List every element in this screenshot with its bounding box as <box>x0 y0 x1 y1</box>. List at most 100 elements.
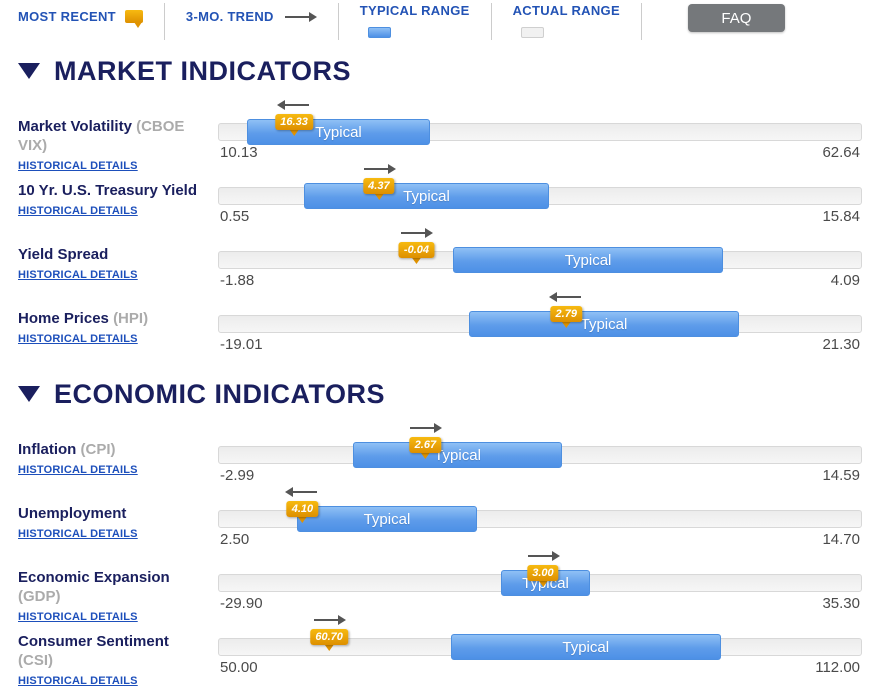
typical-range-band: Typical <box>353 442 562 468</box>
actual-range-swatch-icon <box>520 27 544 38</box>
legend-trend: 3-MO. TREND <box>186 0 317 24</box>
indicator-row: Economic Expansion (GDP) HISTORICAL DETA… <box>18 548 862 623</box>
indicator-name: Unemployment <box>18 505 127 522</box>
indicator-row: Unemployment HISTORICAL DETAILS Typical … <box>18 484 862 548</box>
indicator-row: 10 Yr. U.S. Treasury Yield HISTORICAL DE… <box>18 161 862 225</box>
indicator-info: Economic Expansion (GDP) HISTORICAL DETA… <box>18 548 218 623</box>
legend-divider <box>163 3 165 40</box>
indicator-paren: (CBOE VIX) <box>18 118 185 154</box>
historical-details-link[interactable]: HISTORICAL DETAILS <box>18 205 138 217</box>
most-recent-label: MOST RECENT <box>18 9 116 24</box>
indicator-name: Home Prices <box>18 310 109 327</box>
marker-pointer-icon <box>561 321 572 328</box>
historical-details-link[interactable]: HISTORICAL DETAILS <box>18 611 138 623</box>
typical-band-label: Typical <box>403 187 450 205</box>
indicator-label: Unemployment <box>18 504 200 523</box>
most-recent-value-badge: 2.79 <box>550 306 582 322</box>
market-indicator-rows: Market Volatility (CBOE VIX) HISTORICAL … <box>18 97 862 353</box>
most-recent-marker: 2.67 <box>409 435 442 459</box>
indicator-range-chart: Typical 4.10 2.50 14.70 <box>218 484 862 548</box>
faq-button[interactable]: FAQ <box>687 4 785 32</box>
trend-arrow-icon <box>277 99 311 111</box>
range-max-value: 112.00 <box>815 659 860 676</box>
historical-details-link[interactable]: HISTORICAL DETAILS <box>18 528 138 540</box>
historical-details-link[interactable]: HISTORICAL DETAILS <box>18 160 138 172</box>
trend-arrow-icon <box>362 163 396 175</box>
historical-details-link[interactable]: HISTORICAL DETAILS <box>18 464 138 476</box>
indicator-info: 10 Yr. U.S. Treasury Yield HISTORICAL DE… <box>18 161 218 225</box>
indicator-row: Consumer Sentiment (CSI) HISTORICAL DETA… <box>18 612 862 687</box>
indicator-label: Yield Spread <box>18 245 200 264</box>
typical-range-band: Typical <box>304 183 549 209</box>
typical-range-label: TYPICAL RANGE <box>359 3 470 18</box>
range-max-value: 35.30 <box>822 595 860 612</box>
range-max-value: 21.30 <box>822 336 860 353</box>
marker-pointer-icon <box>537 580 548 587</box>
marker-pointer-icon <box>324 644 335 651</box>
most-recent-marker-icon <box>124 10 143 28</box>
range-min-value: -29.90 <box>220 595 263 612</box>
marker-pointer-icon <box>297 516 308 523</box>
typical-range-band: Typical <box>453 247 723 273</box>
legend-bar: MOST RECENT 3-MO. TREND TYPICAL RANGE AC… <box>18 0 862 46</box>
indicator-range-chart: Typical 16.33 10.13 62.64 <box>218 97 862 161</box>
range-min-value: -1.88 <box>220 272 255 289</box>
range-min-value: -19.01 <box>220 336 263 353</box>
indicator-info: Unemployment HISTORICAL DETAILS <box>18 484 218 548</box>
economic-indicator-rows: Inflation (CPI) HISTORICAL DETAILS Typic… <box>18 420 862 687</box>
collapse-triangle-icon <box>18 63 40 79</box>
indicator-info: Inflation (CPI) HISTORICAL DETAILS <box>18 420 218 484</box>
trend-right-arrow-icon <box>283 11 317 23</box>
most-recent-marker: 16.33 <box>275 112 313 136</box>
indicator-name: Yield Spread <box>18 246 109 263</box>
historical-details-link[interactable]: HISTORICAL DETAILS <box>18 675 138 687</box>
typical-band-label: Typical <box>580 315 628 333</box>
historical-details-link[interactable]: HISTORICAL DETAILS <box>18 269 138 281</box>
range-max-value: 4.09 <box>830 272 860 289</box>
marker-pointer-icon <box>289 129 300 136</box>
indicator-name: 10 Yr. U.S. Treasury Yield <box>18 182 197 199</box>
most-recent-value-badge: 4.37 <box>363 178 395 194</box>
legend-actual-range: ACTUAL RANGE <box>513 0 620 38</box>
trend-arrow-icon <box>312 614 347 626</box>
collapse-triangle-icon <box>18 386 40 402</box>
typical-band-label: Typical <box>315 123 362 141</box>
most-recent-marker: 2.79 <box>550 304 582 328</box>
legend-most-recent: MOST RECENT <box>18 0 143 28</box>
most-recent-value-badge: 16.33 <box>275 114 313 130</box>
indicator-range-chart: Typical 2.79 -19.01 21.30 <box>218 289 862 353</box>
typical-range-band: Typical <box>247 119 430 145</box>
most-recent-marker: 4.37 <box>363 176 395 200</box>
section-title: MARKET INDICATORS <box>54 55 351 86</box>
indicator-name: Market Volatility <box>18 118 132 135</box>
indicator-row: Yield Spread HISTORICAL DETAILS Typical … <box>18 225 862 289</box>
range-max-value: 15.84 <box>822 208 860 225</box>
section-title: ECONOMIC INDICATORS <box>54 378 386 409</box>
indicator-paren: (HPI) <box>113 310 149 327</box>
historical-details-link[interactable]: HISTORICAL DETAILS <box>18 333 138 345</box>
section-header-market[interactable]: MARKET INDICATORS <box>18 54 862 88</box>
marker-pointer-icon <box>420 452 431 459</box>
range-min-value: 10.13 <box>220 144 258 161</box>
typical-band-label: Typical <box>363 510 411 528</box>
indicator-range-chart: Typical 3.00 -29.90 35.30 <box>218 548 862 612</box>
legend-typical-range: TYPICAL RANGE <box>360 0 470 38</box>
typical-band-label: Typical <box>562 638 610 656</box>
section-header-economic[interactable]: ECONOMIC INDICATORS <box>18 377 862 411</box>
trend-arrow-icon <box>408 422 443 434</box>
range-min-value: -2.99 <box>220 467 255 484</box>
trend-arrow-icon <box>285 486 319 498</box>
most-recent-value-badge: 60.70 <box>310 629 348 645</box>
indicator-paren: (CPI) <box>80 441 116 458</box>
indicator-row: Inflation (CPI) HISTORICAL DETAILS Typic… <box>18 420 862 484</box>
indicator-name: Consumer Sentiment <box>18 633 169 650</box>
indicator-info: Yield Spread HISTORICAL DETAILS <box>18 225 218 289</box>
typical-range-swatch-icon <box>367 27 391 38</box>
indicator-info: Home Prices (HPI) HISTORICAL DETAILS <box>18 289 218 353</box>
indicator-label: 10 Yr. U.S. Treasury Yield <box>18 181 200 200</box>
typical-band-label: Typical <box>564 251 612 269</box>
range-min-value: 50.00 <box>220 659 258 676</box>
trend-label: 3-MO. TREND <box>185 9 274 24</box>
legend-divider <box>640 3 642 40</box>
most-recent-marker: 4.10 <box>286 499 319 523</box>
